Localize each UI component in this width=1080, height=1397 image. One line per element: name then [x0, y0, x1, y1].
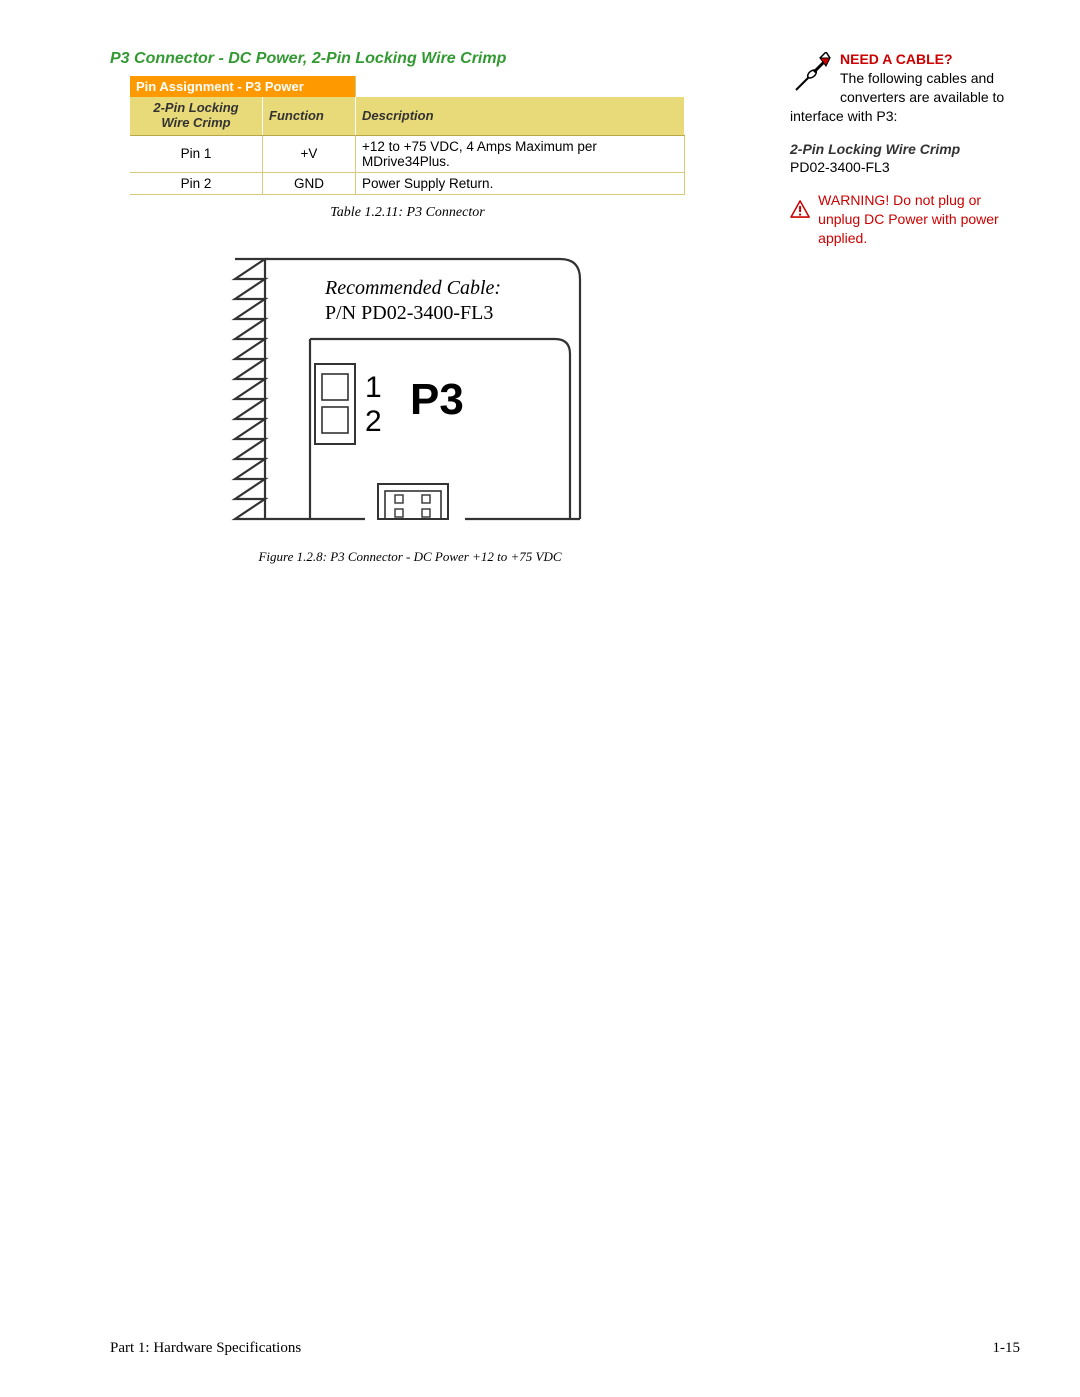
table-header-empty	[356, 76, 685, 97]
page-footer: Part 1: Hardware Specifications 1-15	[110, 1340, 1020, 1357]
locking-cable-block: 2-Pin Locking Wire Crimp PD02-3400-FL3	[790, 140, 1020, 178]
table-header-bar: Pin Assignment - P3 Power	[130, 76, 356, 97]
col1-line1: 2-Pin Locking	[153, 100, 238, 115]
pin-1-label: 1	[365, 371, 382, 404]
footer-left: Part 1: Hardware Specifications	[110, 1340, 301, 1356]
cell-pin: Pin 1	[130, 135, 263, 172]
col1-line2: Wire Crimp	[161, 115, 230, 130]
warning-block: WARNING! Do not plug or unplug DC Power …	[790, 191, 1020, 248]
figure-caption: Figure 1.2.8: P3 Connector - DC Power +1…	[210, 549, 610, 565]
cell-func: GND	[263, 172, 356, 194]
footer-page-number: 1-15	[993, 1340, 1021, 1357]
pin-assignment-table: Pin Assignment - P3 Power 2-Pin Locking …	[130, 76, 685, 195]
locking-pn: PD02-3400-FL3	[790, 159, 890, 175]
cell-func: +V	[263, 135, 356, 172]
col-header-description: Description	[356, 97, 685, 135]
locking-head: 2-Pin Locking Wire Crimp	[790, 141, 960, 157]
warning-icon	[790, 191, 810, 227]
warning-text: WARNING! Do not plug or unplug DC Power …	[818, 191, 1020, 248]
col-header-pin: 2-Pin Locking Wire Crimp	[130, 97, 263, 135]
rec-cable-pn: P/N PD02-3400-FL3	[325, 302, 493, 324]
col-header-function: Function	[263, 97, 356, 135]
table-row: Pin 1 +V +12 to +75 VDC, 4 Amps Maximum …	[130, 135, 685, 172]
p3-connector-svg: Recommended Cable: P/N PD02-3400-FL3 1 2…	[210, 239, 610, 539]
cell-desc: +12 to +75 VDC, 4 Amps Maximum per MDriv…	[356, 135, 685, 172]
cell-desc: Power Supply Return.	[356, 172, 685, 194]
table-caption: Table 1.2.11: P3 Connector	[130, 205, 685, 221]
need-cable-heading: NEED A CABLE?	[840, 51, 953, 67]
rec-cable-label: Recommended Cable:	[324, 277, 501, 299]
cable-icon	[790, 52, 834, 96]
cell-pin: Pin 2	[130, 172, 263, 194]
connector-diagram: Recommended Cable: P/N PD02-3400-FL3 1 2…	[210, 239, 610, 565]
section-title: P3 Connector - DC Power, 2-Pin Locking W…	[110, 50, 720, 68]
pin-2-label: 2	[365, 405, 382, 438]
table-row: Pin 2 GND Power Supply Return.	[130, 172, 685, 194]
p3-label: P3	[410, 375, 464, 424]
need-cable-block: NEED A CABLE? The following cables and c…	[790, 50, 1020, 126]
